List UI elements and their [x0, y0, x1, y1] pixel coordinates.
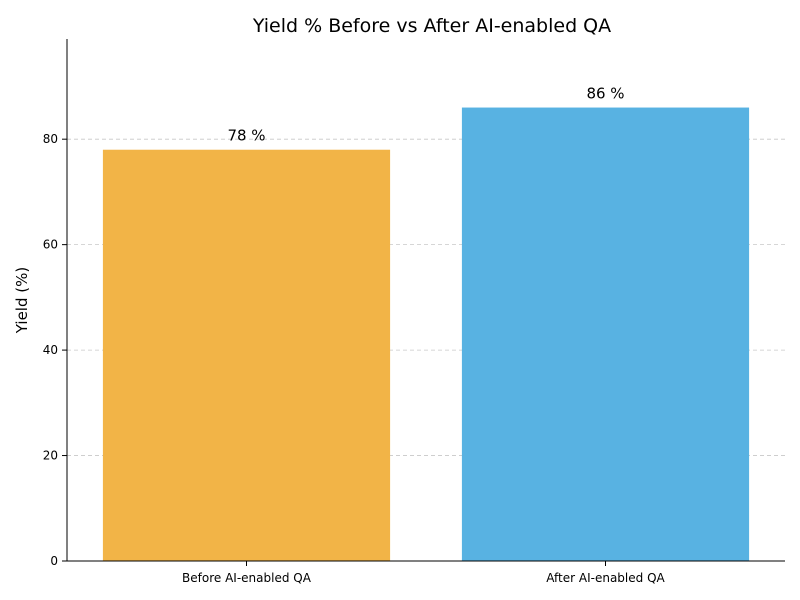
- bar-1: [461, 107, 750, 561]
- y-tick-label-20: 20: [43, 449, 58, 463]
- bars: [102, 107, 750, 561]
- y-tick-label-40: 40: [43, 343, 58, 357]
- y-tick-label-60: 60: [43, 238, 58, 252]
- data-label-1: 86 %: [586, 85, 624, 103]
- data-labels: 78 % 86 %: [227, 85, 624, 145]
- data-label-0: 78 %: [227, 127, 265, 145]
- y-tick-label-0: 0: [50, 554, 58, 568]
- x-tick-label-0: Before AI-enabled QA: [182, 571, 312, 585]
- axes: Before AI-enabled QA After AI-enabled QA 0…: [43, 39, 785, 585]
- x-tick-label-1: After AI-enabled QA: [546, 571, 665, 585]
- bar-0: [102, 149, 391, 561]
- chart-title: Yield % Before vs After AI-enabled QA: [252, 15, 611, 37]
- y-tick-label-80: 80: [43, 132, 58, 146]
- y-axis-label: Yield (%): [13, 267, 31, 334]
